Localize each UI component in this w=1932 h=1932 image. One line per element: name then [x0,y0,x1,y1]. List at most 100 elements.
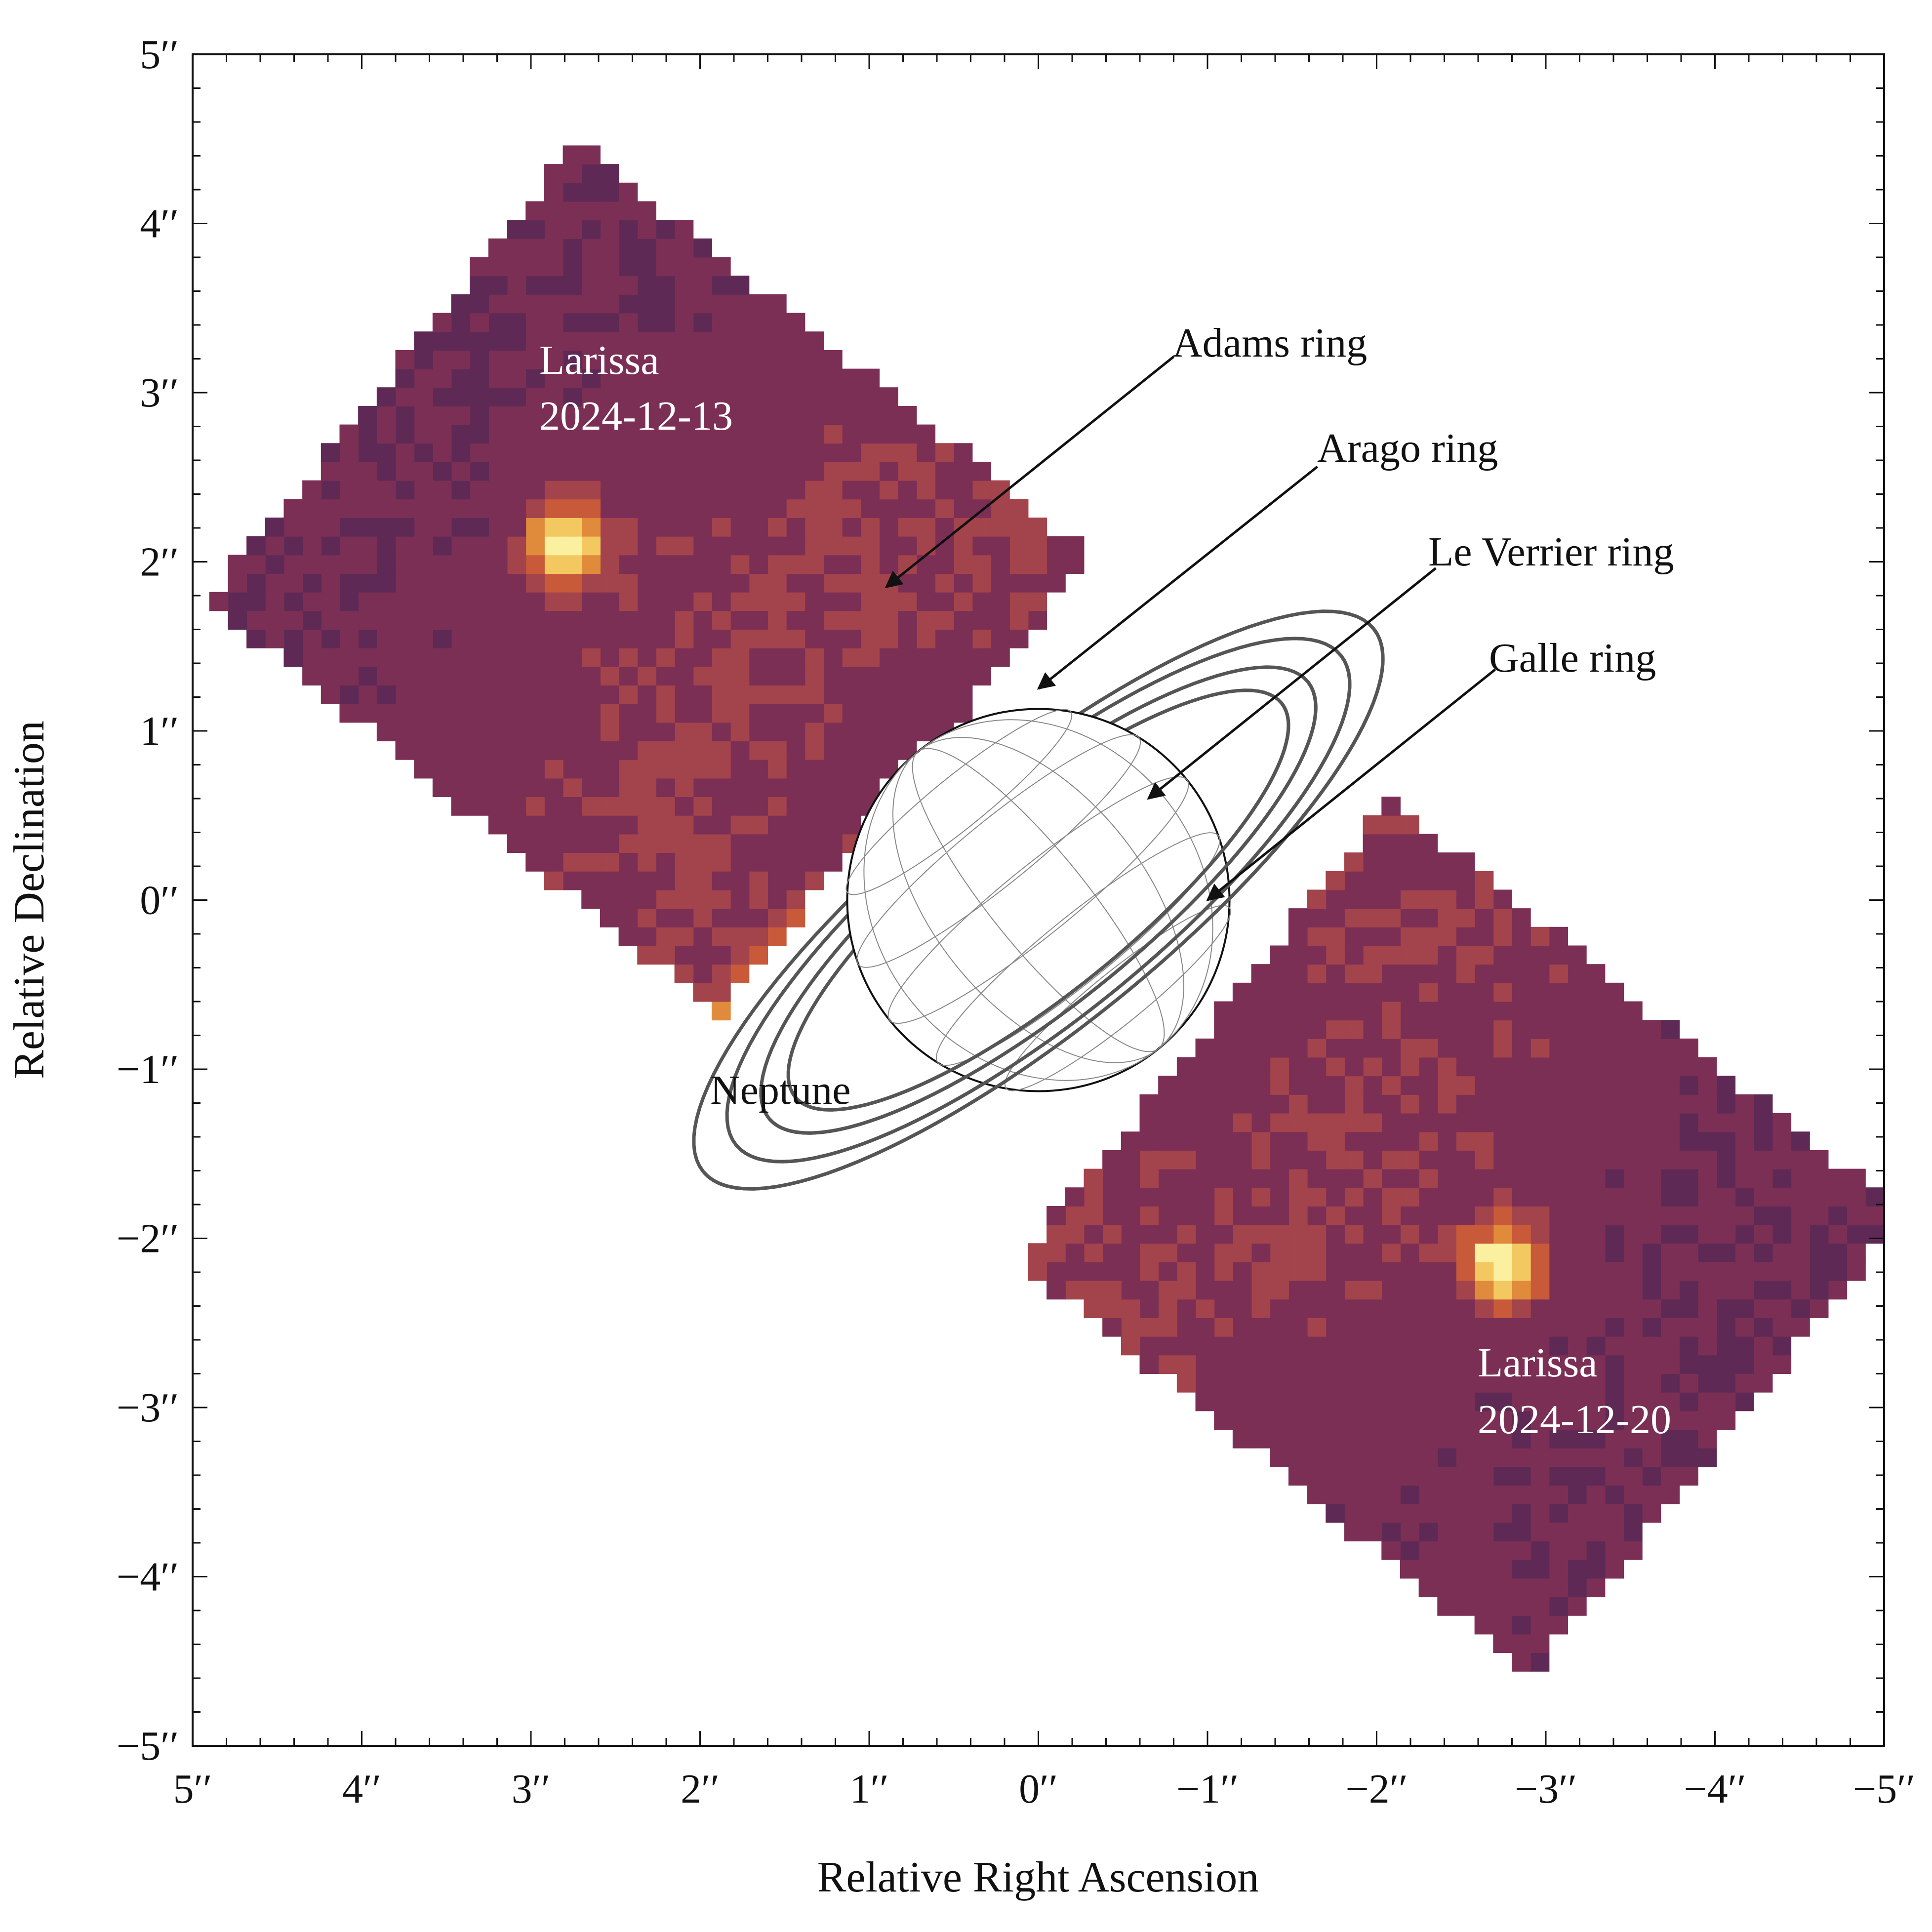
heatmap-pixel [1493,982,1512,1002]
heatmap-pixel [358,461,377,481]
heatmap-pixel [711,573,731,593]
heatmap-pixel [842,647,861,667]
heatmap-pixel [1493,1336,1512,1356]
heatmap-pixel [1176,1299,1196,1318]
heatmap-pixel [1753,1317,1773,1337]
heatmap-pixel [805,629,824,648]
heatmap-pixel [1474,1299,1494,1318]
heatmap-pixel [1568,1076,1587,1095]
heatmap-pixel [507,722,526,742]
heatmap-pixel [1232,1280,1252,1300]
heatmap-pixel [1381,1243,1401,1262]
heatmap-pixel [1232,1150,1252,1169]
heatmap-pixel [1530,945,1550,965]
heatmap-pixel [451,461,471,481]
heatmap-pixel [1586,1410,1606,1430]
heatmap-pixel [860,703,880,723]
heatmap-pixel [1735,1094,1754,1114]
heatmap-pixel [1326,1001,1345,1021]
heatmap-pixel [693,852,712,872]
heatmap-pixel [879,629,898,648]
heatmap-pixel [1418,1187,1438,1207]
heatmap-pixel [1568,1020,1587,1039]
heatmap-pixel [1455,1057,1475,1077]
heatmap-pixel [1586,964,1606,983]
heatmap-pixel [1568,945,1587,965]
heatmap-pixel [1679,1429,1698,1449]
heatmap-pixel [321,592,340,611]
heatmap-pixel [451,629,471,648]
heatmap-pixel [525,666,545,686]
heatmap-pixel [1418,834,1438,853]
heatmap-pixel [563,666,582,686]
heatmap-pixel [1326,1020,1345,1039]
heatmap-pixel [1605,1076,1624,1095]
heatmap-pixel [1344,1336,1364,1356]
heatmap-pixel [1623,1038,1643,1058]
heatmap-pixel [525,276,545,295]
heatmap-pixel [1400,1541,1419,1560]
heatmap-pixel [1455,1206,1475,1225]
heatmap-pixel [1363,945,1382,965]
heatmap-pixel [637,647,656,667]
heatmap-pixel [674,499,694,518]
heatmap-pixel [432,331,452,351]
heatmap-pixel [1288,1131,1308,1151]
heatmap-pixel [581,276,601,295]
heatmap-pixel [1530,1559,1550,1579]
heatmap-pixel [1437,1131,1456,1151]
heatmap-pixel [507,276,526,295]
heatmap-pixel [488,294,508,314]
heatmap-pixel [1455,1448,1475,1467]
heatmap-pixel [916,722,936,742]
heatmap-pixel [1753,1187,1773,1207]
heatmap-pixel [1549,1448,1569,1467]
heatmap-pixel [563,405,582,425]
heatmap-pixel [711,871,731,890]
heatmap-pixel [1809,1299,1829,1318]
heatmap-pixel [749,331,768,351]
heatmap-pixel [563,238,582,258]
heatmap-pixel [1176,1355,1196,1374]
heatmap-pixel [265,536,284,556]
heatmap-pixel [618,257,638,277]
heatmap-pixel [655,424,675,444]
heatmap-pixel [805,647,824,667]
heatmap-pixel [860,685,880,704]
heatmap-pixel [1214,1020,1233,1039]
heatmap-pixel [674,536,694,556]
heatmap-pixel [1549,1094,1569,1114]
heatmap-pixel [563,294,582,314]
heatmap-pixel [1251,1336,1271,1356]
heatmap-pixel [1400,926,1419,946]
heatmap-pixel [1418,889,1438,909]
heatmap-pixel [1363,889,1382,909]
heatmap-pixel [1474,1001,1494,1021]
heatmap-pixel [1753,1150,1773,1169]
heatmap-pixel [1195,1224,1215,1244]
heatmap-pixel [563,555,582,574]
heatmap-pixel [1493,1131,1512,1151]
heatmap-pixel [1214,1038,1233,1058]
heatmap-pixel [488,536,508,556]
heatmap-pixel [1549,926,1569,946]
heatmap-pixel [1493,1224,1512,1244]
heatmap-pixel [395,536,415,556]
heatmap-pixel [544,238,564,258]
heatmap-pixel [1474,1243,1494,1262]
heatmap-pixel [1363,1094,1382,1114]
heatmap-pixel [1232,1057,1252,1077]
heatmap-pixel [1809,1150,1829,1169]
heatmap-pixel [1474,1224,1494,1244]
heatmap-pixel [488,573,508,593]
heatmap-pixel [823,536,843,556]
heatmap-pixel [1028,1243,1047,1262]
heatmap-pixel [618,815,638,835]
heatmap-pixel [1437,1150,1456,1169]
heatmap-pixel [693,573,712,593]
heatmap-pixel [1605,1522,1624,1542]
heatmap-pixel [1493,1094,1512,1114]
heatmap-pixel [637,536,656,556]
heatmap-pixel [1437,1485,1456,1504]
heatmap-pixel [916,573,936,593]
